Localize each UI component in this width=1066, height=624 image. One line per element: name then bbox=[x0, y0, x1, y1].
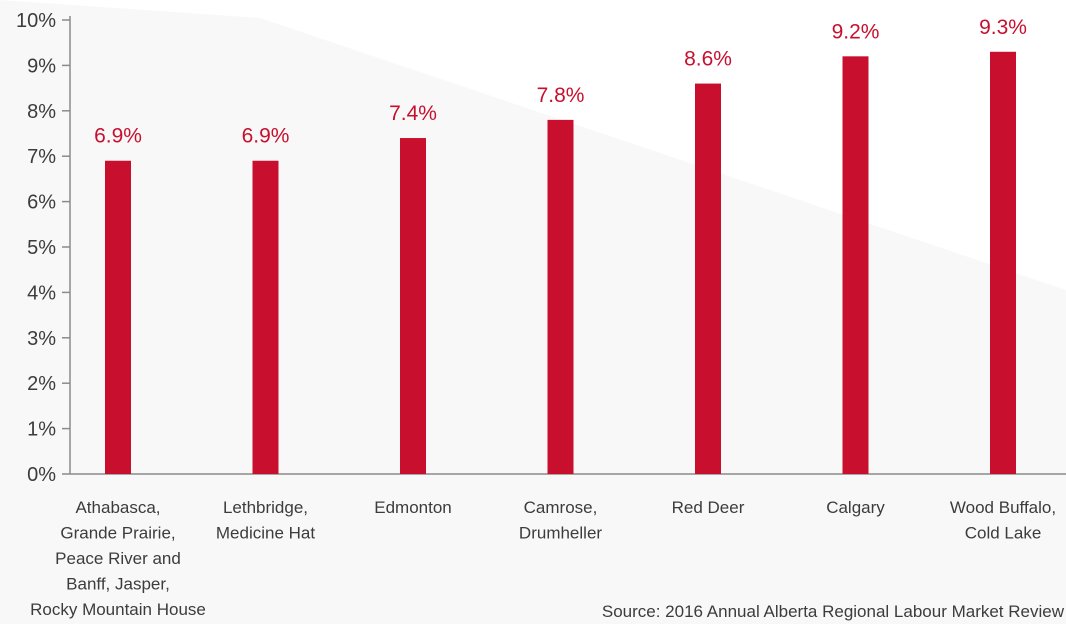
x-category-label-line: Rocky Mountain House bbox=[30, 600, 206, 619]
x-category-label-line: Drumheller bbox=[519, 524, 602, 543]
data-label: 6.9% bbox=[94, 125, 142, 148]
data-label: 7.4% bbox=[389, 102, 437, 125]
data-label: 6.9% bbox=[242, 125, 290, 148]
y-tick-label: 0% bbox=[27, 464, 56, 486]
x-category-label-line: Medicine Hat bbox=[216, 524, 315, 543]
bar bbox=[105, 160, 131, 475]
x-category-label: Edmonton bbox=[374, 498, 452, 517]
y-tick-label: 6% bbox=[27, 192, 56, 214]
y-tick-label: 5% bbox=[27, 237, 56, 259]
bars bbox=[105, 51, 1016, 475]
y-tick-label: 1% bbox=[27, 419, 56, 441]
data-label: 8.6% bbox=[684, 48, 732, 71]
x-category-label: Red Deer bbox=[672, 498, 745, 517]
x-category-label-line: Grande Prairie, bbox=[60, 524, 175, 543]
x-category-label-line: Cold Lake bbox=[965, 524, 1042, 543]
y-tick-label: 3% bbox=[27, 328, 56, 350]
x-category-label: Lethbridge, Medicine Hat bbox=[216, 498, 315, 543]
y-tick-label: 8% bbox=[27, 101, 56, 123]
x-category-label-line: Wood Buffalo, bbox=[950, 498, 1056, 517]
x-category-label-line: Camrose, bbox=[524, 498, 598, 517]
y-tick-label: 10% bbox=[16, 10, 56, 32]
x-category-label-line: Peace River and bbox=[55, 549, 181, 568]
y-tick-label: 9% bbox=[27, 55, 56, 77]
bar bbox=[842, 56, 869, 474]
bar bbox=[547, 119, 574, 474]
x-category-label-line: Edmonton bbox=[374, 498, 452, 517]
bar bbox=[695, 83, 721, 474]
data-label: 7.8% bbox=[537, 84, 585, 107]
x-category-label-line: Red Deer bbox=[672, 498, 745, 517]
bar bbox=[990, 51, 1016, 474]
bar bbox=[400, 138, 426, 475]
source-note: Source: 2016 Annual Alberta Regional Lab… bbox=[601, 602, 1064, 621]
x-category-label-line: Banff, Jasper, bbox=[66, 575, 170, 594]
x-category-label-line: Lethbridge, bbox=[223, 498, 308, 517]
x-category-label: Camrose, Drumheller bbox=[519, 498, 602, 543]
x-category-label: Athabasca, Grande Prairie, Peace River and… bbox=[30, 498, 206, 619]
data-label: 9.3% bbox=[979, 16, 1027, 39]
y-tick-label: 2% bbox=[27, 373, 56, 395]
y-tick-label: 7% bbox=[27, 146, 56, 168]
labels: 0% 1% 2% 3% 4% 5% 6% 7% 8% 9% 10% 6.9% Athabasca, Gra… bbox=[16, 10, 1056, 619]
y-tick-label: 4% bbox=[27, 282, 56, 304]
x-category-label-line: Calgary bbox=[826, 498, 885, 517]
bar bbox=[252, 160, 279, 475]
data-label: 9.2% bbox=[832, 20, 880, 43]
x-category-label-line: Athabasca, bbox=[75, 498, 160, 517]
x-category-label: Calgary bbox=[826, 498, 885, 517]
x-category-label: Wood Buffalo, Cold Lake bbox=[950, 498, 1056, 543]
